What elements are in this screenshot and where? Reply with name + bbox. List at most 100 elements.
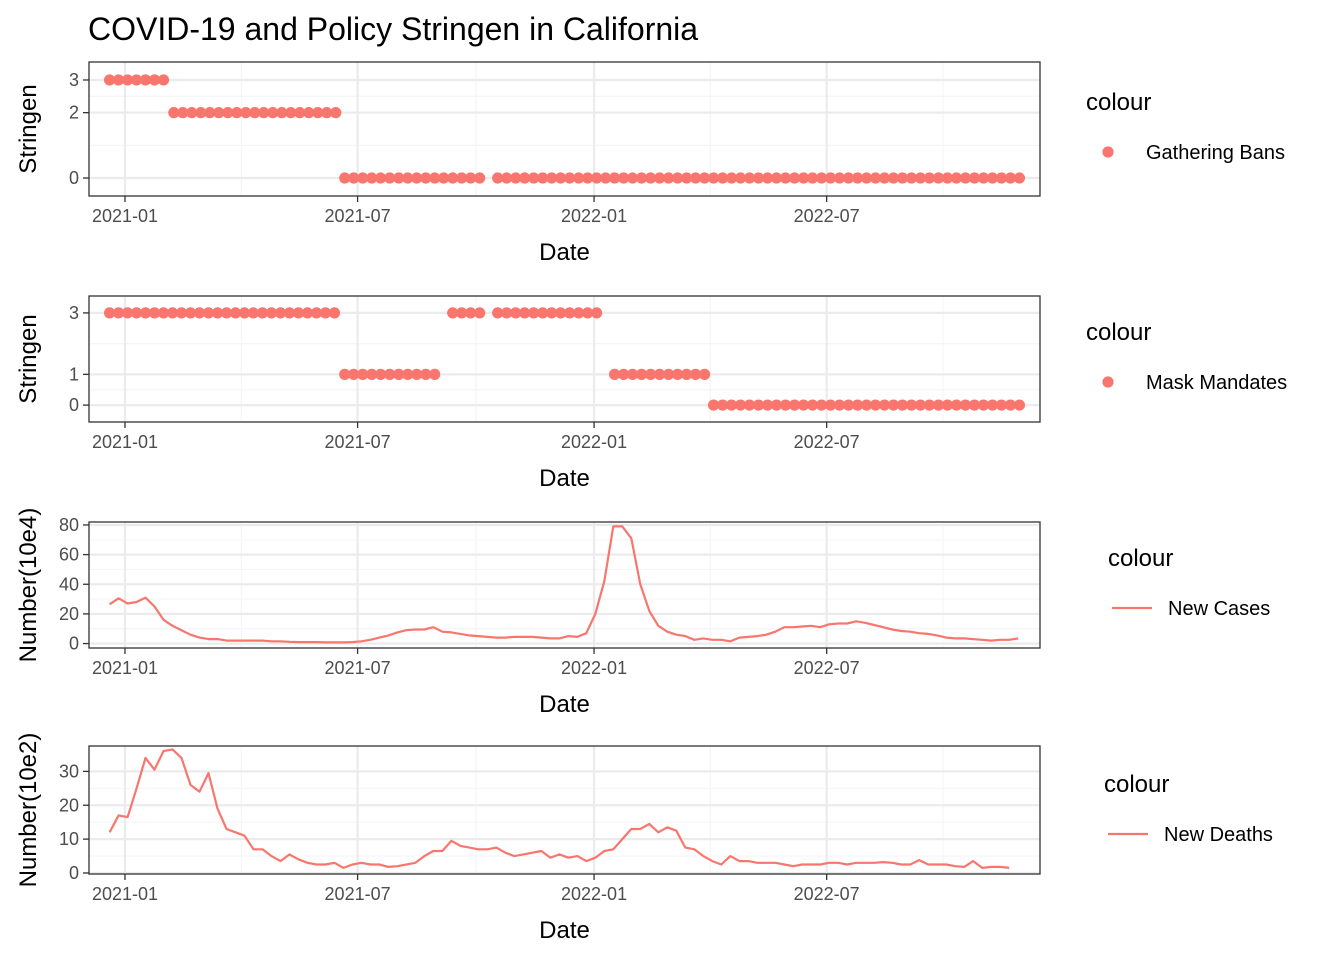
- p2-data-point: [247, 307, 260, 319]
- p2-data-point: [824, 399, 837, 411]
- p2-data-point: [211, 307, 224, 319]
- p1-data-point: [492, 172, 504, 184]
- p4-x-tick-label: 2022-07: [794, 884, 860, 904]
- p2-data-point: [860, 399, 873, 411]
- p1-data-point: [258, 107, 270, 119]
- p2-data-point: [995, 399, 1008, 411]
- p1-data-point: [797, 172, 810, 184]
- p2-data-point: [734, 399, 747, 411]
- p2-data-point: [148, 307, 161, 319]
- p1-y-axis-label: Stringen: [15, 84, 42, 173]
- p2-data-point: [680, 368, 693, 380]
- p2-data-point: [914, 399, 927, 411]
- p1-data-point: [573, 172, 585, 184]
- p2-legend: colour Mask Mandates: [1086, 319, 1287, 394]
- p3-x-tick-label: 2021-07: [325, 658, 391, 678]
- p3-legend-title: colour: [1108, 545, 1173, 572]
- p1-data-point: [941, 172, 954, 184]
- p2-data-point: [932, 399, 945, 411]
- p1-data-point: [887, 172, 900, 184]
- p2-panel: 2021-01 2021-07 2022-01 2022-07 0 1 3 Date Strin…: [15, 295, 1287, 492]
- p2-legend-title: colour: [1086, 319, 1151, 346]
- p1-data-point: [186, 107, 198, 119]
- p2-data-point: [977, 399, 990, 411]
- p2-legend-entry: Mask Mandates: [1146, 372, 1287, 394]
- p2-data-point: [564, 307, 576, 319]
- p2-data-point: [689, 368, 702, 380]
- p1-data-point: [680, 172, 693, 184]
- p1-data-point: [112, 74, 125, 86]
- p2-data-point: [429, 368, 441, 380]
- p1-data-point: [375, 172, 387, 184]
- p2-data-point: [627, 368, 639, 380]
- p1-data-point: [393, 172, 405, 184]
- p2-data-point: [923, 399, 936, 411]
- p3-series-line: [108, 525, 1019, 644]
- p1-data-point: [555, 172, 567, 184]
- p2-data-point: [573, 307, 585, 319]
- p2-data-point: [265, 307, 278, 319]
- p1-data-point: [914, 172, 927, 184]
- p2-data-point: [743, 399, 756, 411]
- p1-data-point: [977, 172, 990, 184]
- p2-data-point: [256, 307, 269, 319]
- p1-data-point: [348, 172, 360, 184]
- p2-x-tick-label: 2022-07: [794, 432, 860, 452]
- p1-data-point: [157, 74, 170, 86]
- p1-data-point: [204, 107, 216, 119]
- p1-data-point: [986, 172, 999, 184]
- p4-x-tick-label: 2021-01: [92, 884, 158, 904]
- p1-data-point: [447, 172, 459, 184]
- p2-panel-border: [88, 295, 1041, 423]
- p2-x-tick-label: 2021-01: [92, 432, 158, 452]
- p1-data-point: [959, 172, 972, 184]
- p1-x-axis-label: Date: [539, 239, 590, 266]
- p1-data-point: [950, 172, 963, 184]
- p2-data-point: [519, 307, 531, 319]
- p2-data-point: [238, 307, 251, 319]
- p1-data-point: [148, 74, 161, 86]
- p4-x-tick-label: 2022-01: [561, 884, 627, 904]
- p2-data-point: [537, 307, 549, 319]
- p2-data-point: [986, 399, 999, 411]
- p1-data-point: [519, 172, 531, 184]
- p1-data-point: [528, 172, 540, 184]
- p1-data-point: [402, 172, 414, 184]
- p1-data-point: [438, 172, 450, 184]
- p1-data-point: [734, 172, 747, 184]
- p1-x-tick-label: 2021-01: [92, 206, 158, 226]
- p1-data-point: [294, 107, 306, 119]
- p1-data-point: [698, 172, 711, 184]
- p2-x-tick-label: 2022-01: [561, 432, 627, 452]
- p4-y-tick-label: 20: [59, 795, 79, 815]
- p2-data-point: [725, 399, 738, 411]
- p3-y-tick-label: 80: [59, 515, 79, 535]
- p4-panel-bg: [89, 746, 1040, 874]
- p4-y-axis-label: Number(10e2): [15, 733, 42, 888]
- p1-data-point: [429, 172, 441, 184]
- p1-data-point: [465, 172, 477, 184]
- p1-data-point: [168, 107, 180, 119]
- p4-y-tick-label: 0: [69, 863, 79, 883]
- p1-data-point: [195, 107, 207, 119]
- p2-data-point: [878, 399, 891, 411]
- p2-data-point: [609, 368, 621, 380]
- p1-data-point: [815, 172, 828, 184]
- p2-data-point: [175, 307, 188, 319]
- p2-data-point: [636, 368, 648, 380]
- p2-x-axis-label: Date: [539, 465, 590, 492]
- p2-data-point: [328, 307, 341, 319]
- p2-data-point: [166, 307, 179, 319]
- p1-data-point: [285, 107, 297, 119]
- p1-data-point: [510, 172, 522, 184]
- p2-data-point: [283, 307, 296, 319]
- p2-data-point: [447, 307, 459, 319]
- p1-x-tick-label: 2021-07: [325, 206, 391, 226]
- p1-data-point: [537, 172, 549, 184]
- p1-data-point: [618, 172, 630, 184]
- p2-data-point: [411, 368, 423, 380]
- p3-x-axis-label: Date: [539, 691, 590, 718]
- p3-panel: 2021-01 2021-07 2022-01 2022-07 0 20 40 60 80 Dat…: [15, 508, 1270, 718]
- p2-legend-key-point: [1102, 376, 1114, 388]
- p1-data-point: [222, 107, 234, 119]
